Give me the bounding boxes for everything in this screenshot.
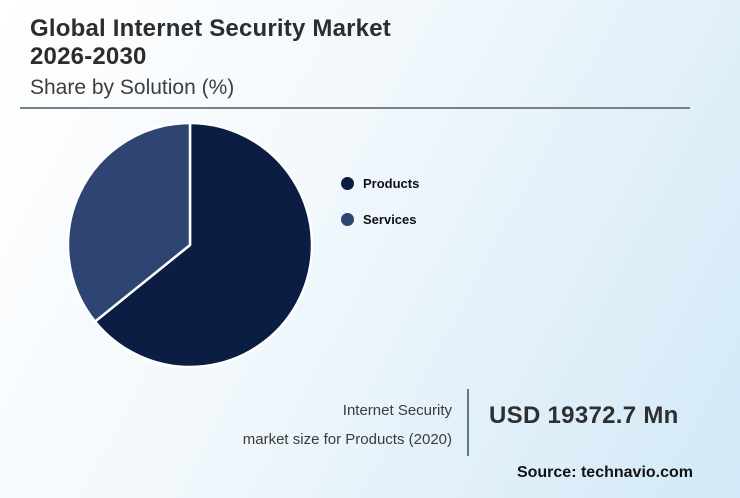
stat-value: USD 19372.7 Mn [489, 402, 679, 429]
legend-item-services: Services [341, 212, 419, 227]
header: Global Internet Security Market 2026-203… [30, 15, 391, 101]
legend-label-services: Services [363, 212, 417, 227]
stat-label-line1: Internet Security [342, 402, 452, 419]
page-title-line1: Global Internet Security Market [30, 15, 391, 42]
page-subtitle: Share by Solution (%) [30, 76, 235, 99]
products-legend-marker-icon [341, 177, 354, 190]
page-title-line2: 2026-2030 [30, 43, 147, 70]
source-attribution: Source: technavio.com [516, 464, 693, 481]
header-divider [20, 107, 690, 109]
pie-chart [64, 119, 316, 371]
services-legend-marker-icon [341, 213, 354, 226]
legend-label-products: Products [363, 176, 420, 191]
stat-label-line2: market size for Products (2020) [242, 431, 452, 448]
legend-item-products: Products [341, 176, 419, 191]
page-title: Global Internet Security Market 2026-203… [30, 15, 391, 71]
pie-chart-svg [66, 121, 314, 369]
stat-divider [467, 389, 469, 456]
chart-legend: Products Services [341, 176, 419, 248]
stat-label: Internet Security market size for Produc… [152, 396, 452, 454]
